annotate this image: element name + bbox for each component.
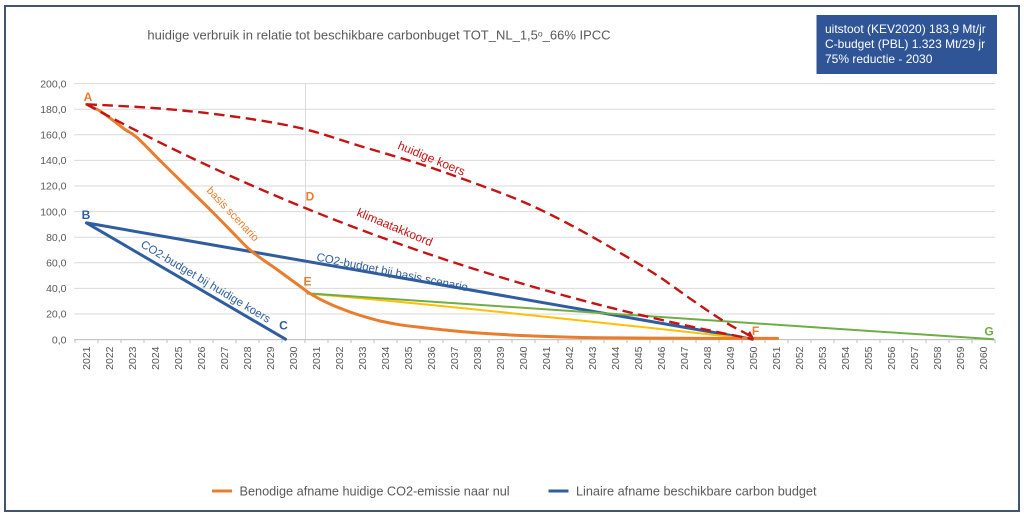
svg-text:2036: 2036 — [426, 346, 438, 370]
svg-text:2030: 2030 — [288, 346, 300, 370]
svg-text:2054: 2054 — [840, 346, 852, 370]
svg-text:F: F — [752, 324, 759, 338]
svg-text:A: A — [84, 90, 93, 104]
svg-text:2041: 2041 — [541, 346, 553, 370]
svg-text:2042: 2042 — [564, 346, 576, 370]
svg-text:2028: 2028 — [242, 346, 254, 370]
svg-text:75% reductie - 2030: 75% reductie - 2030 — [825, 52, 933, 66]
svg-text:G: G — [984, 325, 993, 339]
svg-text:2038: 2038 — [472, 346, 484, 370]
svg-text:140,0: 140,0 — [40, 155, 66, 167]
svg-text:2037: 2037 — [449, 346, 461, 370]
svg-text:2047: 2047 — [679, 346, 691, 370]
svg-text:huidige verbruik in relatie to: huidige verbruik in relatie tot beschikb… — [147, 28, 610, 43]
svg-text:2021: 2021 — [81, 346, 93, 370]
svg-text:Benodige afname huidige CO2-em: Benodige afname huidige CO2-emissie naar… — [240, 485, 510, 499]
svg-text:Linaire afname beschikbare car: Linaire afname beschikbare carbon budget — [576, 485, 817, 499]
svg-text:2058: 2058 — [932, 346, 944, 370]
svg-text:2044: 2044 — [610, 346, 622, 370]
svg-text:2022: 2022 — [104, 346, 116, 370]
svg-text:2057: 2057 — [909, 346, 921, 370]
svg-text:2059: 2059 — [955, 346, 967, 370]
svg-text:2027: 2027 — [219, 346, 231, 370]
svg-text:2049: 2049 — [725, 346, 737, 370]
svg-text:2035: 2035 — [403, 346, 415, 370]
svg-text:2025: 2025 — [173, 346, 185, 370]
svg-text:2043: 2043 — [587, 346, 599, 370]
svg-text:0,0: 0,0 — [52, 334, 67, 346]
svg-text:D: D — [306, 190, 315, 204]
svg-text:2032: 2032 — [334, 346, 346, 370]
svg-text:2033: 2033 — [357, 346, 369, 370]
svg-text:60,0: 60,0 — [46, 258, 67, 270]
svg-text:2023: 2023 — [127, 346, 139, 370]
svg-text:C-budget (PBL) 1.323 Mt/29 jr: C-budget (PBL) 1.323 Mt/29 jr — [825, 37, 985, 51]
svg-text:2046: 2046 — [656, 346, 668, 370]
svg-text:basis scenario: basis scenario — [204, 185, 261, 244]
svg-text:2040: 2040 — [518, 346, 530, 370]
svg-text:2048: 2048 — [702, 346, 714, 370]
svg-text:C: C — [279, 319, 288, 333]
svg-text:40,0: 40,0 — [46, 283, 67, 295]
svg-text:E: E — [303, 275, 311, 289]
svg-text:2026: 2026 — [196, 346, 208, 370]
svg-text:B: B — [82, 208, 91, 222]
svg-text:CO2-budget bij basis scenario: CO2-budget bij basis scenario — [315, 252, 468, 294]
svg-text:120,0: 120,0 — [40, 181, 66, 193]
svg-text:2053: 2053 — [817, 346, 829, 370]
svg-text:2031: 2031 — [311, 346, 323, 370]
svg-text:2055: 2055 — [863, 346, 875, 370]
svg-text:2039: 2039 — [495, 346, 507, 370]
svg-text:100,0: 100,0 — [40, 206, 66, 218]
svg-text:2060: 2060 — [978, 346, 990, 370]
svg-text:20,0: 20,0 — [46, 309, 67, 321]
svg-text:2034: 2034 — [380, 346, 392, 370]
svg-text:180,0: 180,0 — [40, 104, 66, 116]
svg-text:2052: 2052 — [794, 346, 806, 370]
svg-text:2050: 2050 — [748, 346, 760, 370]
svg-text:2029: 2029 — [265, 346, 277, 370]
svg-text:2056: 2056 — [886, 346, 898, 370]
svg-text:huidige koers: huidige koers — [396, 138, 467, 178]
svg-text:200,0: 200,0 — [40, 78, 66, 90]
svg-text:2051: 2051 — [771, 346, 783, 370]
svg-text:2024: 2024 — [150, 346, 162, 370]
svg-text:2045: 2045 — [633, 346, 645, 370]
svg-text:80,0: 80,0 — [46, 232, 67, 244]
svg-text:160,0: 160,0 — [40, 130, 66, 142]
svg-text:uitstoot (KEV2020) 183,9 Mt/jr: uitstoot (KEV2020) 183,9 Mt/jr — [825, 22, 986, 36]
